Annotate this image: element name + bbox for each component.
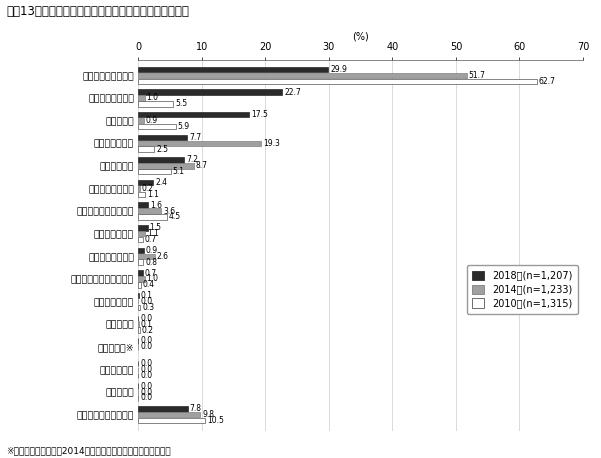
Text: 1.6: 1.6 [150,201,162,210]
Bar [138,293,139,299]
Text: 9.8: 9.8 [203,410,215,419]
Bar [138,270,142,276]
Text: 0.9: 0.9 [146,246,158,255]
Bar [138,95,145,101]
Text: 0.0: 0.0 [140,314,152,323]
Bar [138,406,188,412]
Bar [138,89,282,95]
Text: 2.4: 2.4 [156,178,168,187]
Bar [138,124,175,129]
Text: 0.7: 0.7 [145,268,157,278]
Text: 0.8: 0.8 [145,258,157,267]
Bar [138,101,173,107]
Text: 0.0: 0.0 [140,297,152,306]
Bar [138,67,328,72]
Text: 0.0: 0.0 [140,365,152,374]
Text: 7.2: 7.2 [186,155,198,164]
Text: 3.6: 3.6 [163,207,175,216]
Text: 2.6: 2.6 [157,252,169,261]
Text: 図表13　冬季オリンピックで最も印象に残っている競技: 図表13 冬季オリンピックで最も印象に残っている競技 [6,5,189,17]
Bar [138,282,141,288]
Text: 17.5: 17.5 [251,110,268,119]
Text: 0.0: 0.0 [140,359,152,368]
Bar [138,260,143,265]
Text: 0.1: 0.1 [141,291,153,300]
Text: 0.1: 0.1 [141,320,153,329]
Bar [138,231,145,236]
Bar [138,276,145,282]
Bar [138,248,144,253]
Text: 1.0: 1.0 [147,93,159,103]
Text: 0.2: 0.2 [141,326,153,335]
Bar [138,254,154,259]
Bar [138,237,142,242]
Text: 7.8: 7.8 [190,404,202,413]
Text: 1.1: 1.1 [147,190,159,199]
Bar [138,118,144,123]
X-axis label: (%): (%) [352,31,369,41]
Text: 0.0: 0.0 [140,387,152,397]
Text: 0.3: 0.3 [142,303,154,312]
Text: 4.5: 4.5 [169,213,181,222]
Text: 0.0: 0.0 [140,382,152,391]
Text: 5.1: 5.1 [172,167,185,176]
Bar [138,327,139,333]
Text: 0.2: 0.2 [141,184,153,193]
Text: 0.0: 0.0 [140,342,152,351]
Text: 8.7: 8.7 [195,161,207,170]
Bar [138,73,467,78]
Text: 0.9: 0.9 [146,116,158,125]
Bar [138,135,187,140]
Text: ※：「スケルトン」は2014年（ソチ大会）から調査対象に追加: ※：「スケルトン」は2014年（ソチ大会）から調査対象に追加 [6,447,171,456]
Bar [138,112,249,117]
Legend: 2018年(n=1,207), 2014年(n=1,233), 2010年(n=1,315): 2018年(n=1,207), 2014年(n=1,233), 2010年(n=… [466,265,578,314]
Bar [138,208,161,214]
Bar [138,163,194,169]
Text: 10.5: 10.5 [207,416,224,425]
Text: 0.0: 0.0 [140,371,152,380]
Text: 62.7: 62.7 [538,77,555,86]
Bar [138,141,261,146]
Text: 1.5: 1.5 [150,224,162,232]
Text: 1.1: 1.1 [147,229,159,238]
Text: 51.7: 51.7 [469,71,486,80]
Bar [138,202,148,208]
Bar [138,169,171,174]
Text: 0.0: 0.0 [140,393,152,403]
Text: 19.3: 19.3 [263,139,279,148]
Bar [138,180,153,185]
Text: 1.0: 1.0 [147,274,159,284]
Bar [138,147,154,152]
Text: 29.9: 29.9 [330,65,347,74]
Bar [138,214,167,220]
Bar [138,418,205,423]
Text: 5.5: 5.5 [175,99,187,109]
Bar [138,157,184,163]
Text: 5.9: 5.9 [178,122,190,131]
Text: 0.7: 0.7 [145,235,157,244]
Text: 0.0: 0.0 [140,337,152,345]
Text: 22.7: 22.7 [284,87,301,97]
Text: 7.7: 7.7 [189,133,201,142]
Text: 2.5: 2.5 [156,145,168,153]
Bar [138,305,140,310]
Bar [138,322,139,327]
Bar [138,78,537,84]
Bar [138,412,201,417]
Bar [138,191,145,197]
Text: 0.4: 0.4 [142,280,155,289]
Bar [138,225,148,230]
Bar [138,186,139,191]
